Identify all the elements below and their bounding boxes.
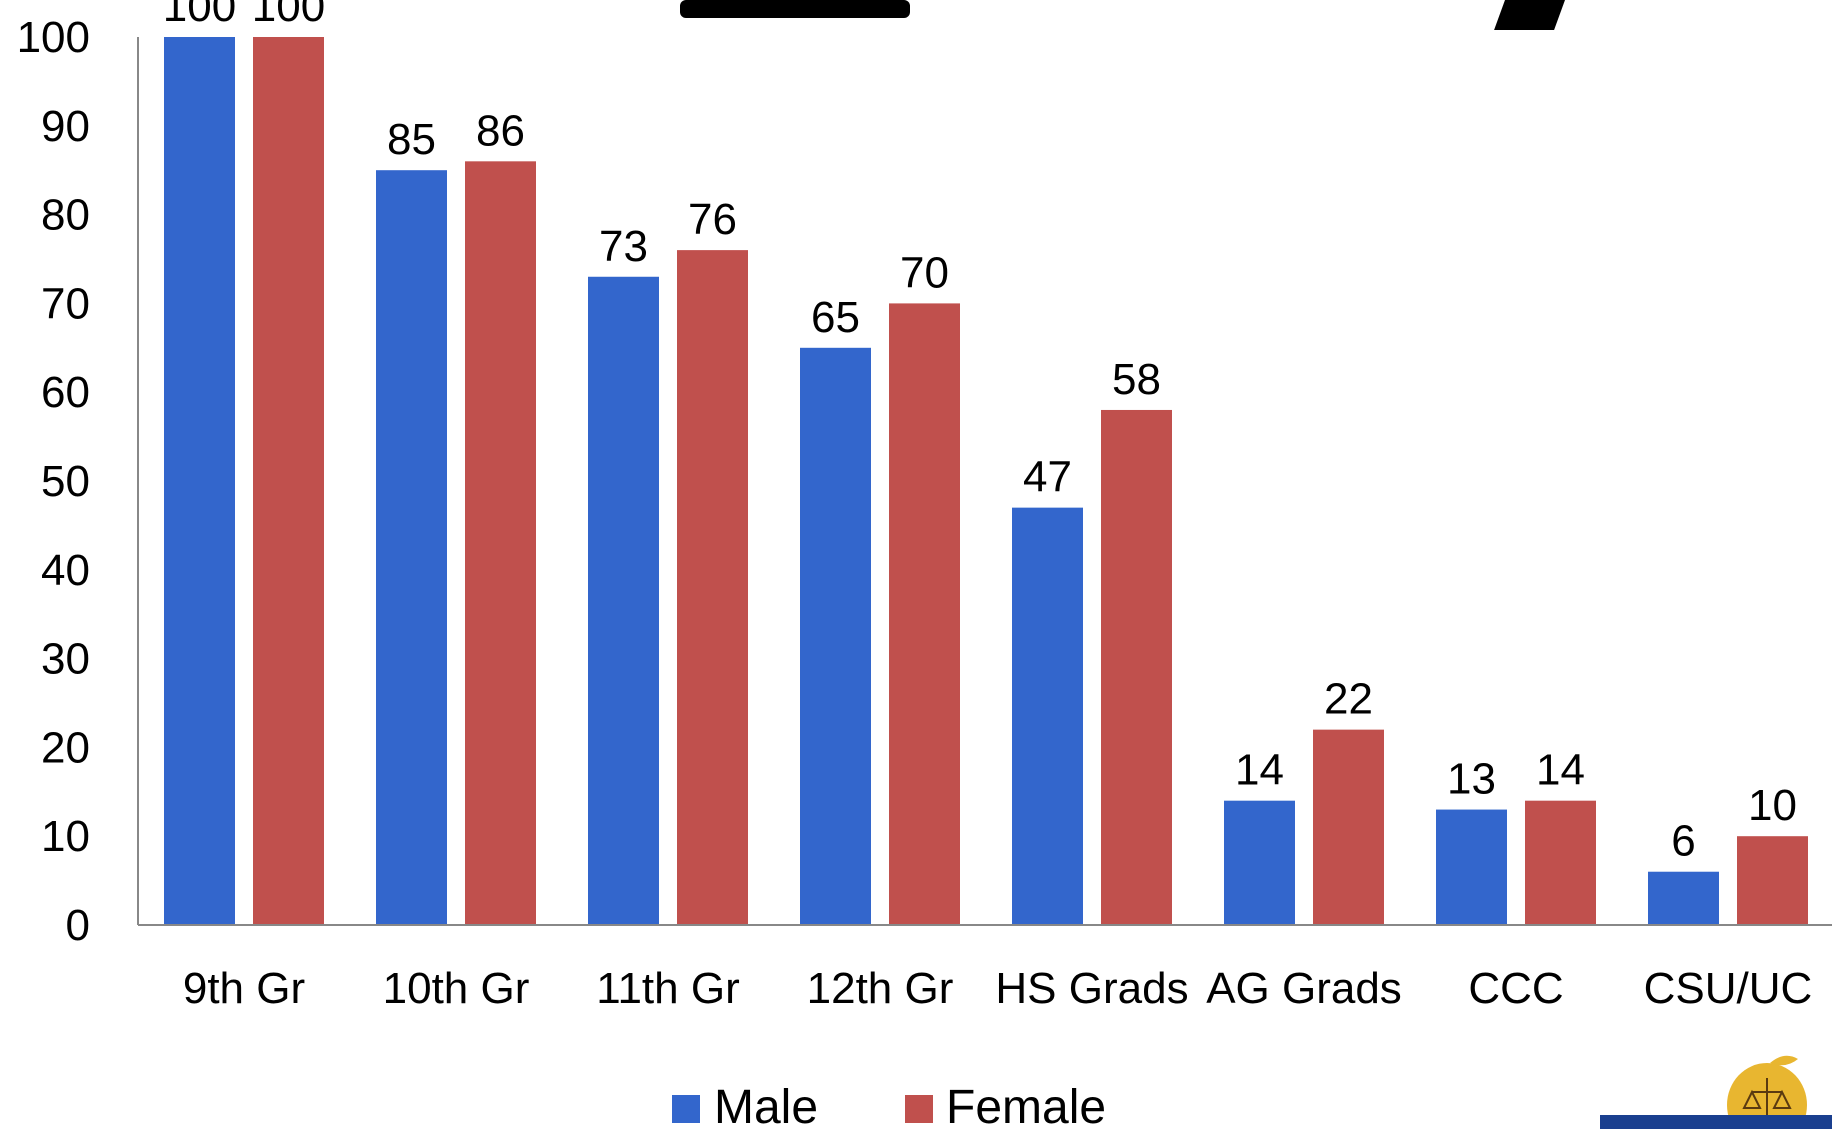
bar-female-7: [1737, 836, 1808, 925]
data-label: 58: [1112, 355, 1161, 404]
y-tick-label: 40: [41, 546, 90, 595]
category-label: CCC: [1468, 964, 1563, 1013]
bar-male-1: [376, 170, 447, 925]
bar-female-1: [465, 161, 536, 925]
y-tick-label: 50: [41, 457, 90, 506]
legend-label-female: Female: [946, 1081, 1106, 1129]
y-tick-label: 70: [41, 279, 90, 328]
title-fragment: [680, 0, 1565, 30]
y-tick-label: 80: [41, 191, 90, 240]
data-label: 73: [599, 222, 648, 271]
data-label: 6: [1671, 817, 1695, 866]
data-label: 86: [476, 106, 525, 155]
bar-male-0: [164, 37, 235, 925]
y-tick-label: 20: [41, 723, 90, 772]
category-label: HS Grads: [995, 964, 1188, 1013]
bar-male-5: [1224, 800, 1295, 925]
data-label: 100: [163, 0, 236, 31]
bar-female-4: [1101, 409, 1172, 926]
legend-swatch-female: [905, 1095, 933, 1123]
data-label: 13: [1447, 755, 1496, 804]
bar-female-5: [1313, 729, 1384, 925]
bar-male-7: [1648, 871, 1719, 925]
y-tick-label: 100: [17, 13, 90, 62]
y-axis: 0 10 20 30 40 50 60 70 80 90 100: [17, 13, 90, 950]
category-label: AG Grads: [1206, 964, 1402, 1013]
x-axis-labels: 9th Gr 10th Gr 11th Gr 12th Gr HS Grads AG Gr…: [183, 964, 1812, 1013]
scales-icon: [1742, 1078, 1792, 1118]
bar-male-4: [1012, 507, 1083, 925]
data-label: 85: [387, 115, 436, 164]
data-label: 10: [1748, 781, 1797, 830]
bar-female-0: [253, 37, 324, 925]
bar-male-2: [588, 276, 659, 925]
category-label: CSU/UC: [1644, 964, 1813, 1013]
category-label: 12th Gr: [807, 964, 954, 1013]
bars: 100 100 85 86 73 76 65 70 47 58 14 22 13 14 6 10: [163, 0, 1808, 926]
data-label: 47: [1023, 453, 1072, 502]
data-label: 70: [900, 248, 949, 297]
data-label: 14: [1536, 746, 1585, 795]
bar-female-6: [1525, 800, 1596, 925]
bar-female-3: [889, 303, 960, 925]
legend-swatch-male: [672, 1095, 700, 1123]
data-label: 76: [688, 195, 737, 244]
legend: Male Female: [672, 1081, 1106, 1129]
y-tick-label: 90: [41, 102, 90, 151]
y-tick-label: 60: [41, 368, 90, 417]
category-label: 11th Gr: [596, 964, 739, 1013]
category-label: 10th Gr: [383, 964, 530, 1013]
y-tick-label: 0: [66, 901, 90, 950]
bar-male-6: [1436, 809, 1507, 925]
apple-leaf-icon: [1770, 1055, 1798, 1066]
data-label: 100: [252, 0, 325, 31]
data-label: 65: [811, 293, 860, 342]
ucla-idea-logo: [1600, 1055, 1832, 1129]
data-label: 14: [1235, 746, 1284, 795]
y-tick-label: 10: [41, 812, 90, 861]
y-tick-label: 30: [41, 635, 90, 684]
category-label: 9th Gr: [183, 964, 305, 1013]
bar-male-3: [800, 347, 871, 925]
data-label: 22: [1324, 675, 1373, 724]
legend-label-male: Male: [714, 1081, 818, 1129]
bar-female-2: [677, 250, 748, 925]
